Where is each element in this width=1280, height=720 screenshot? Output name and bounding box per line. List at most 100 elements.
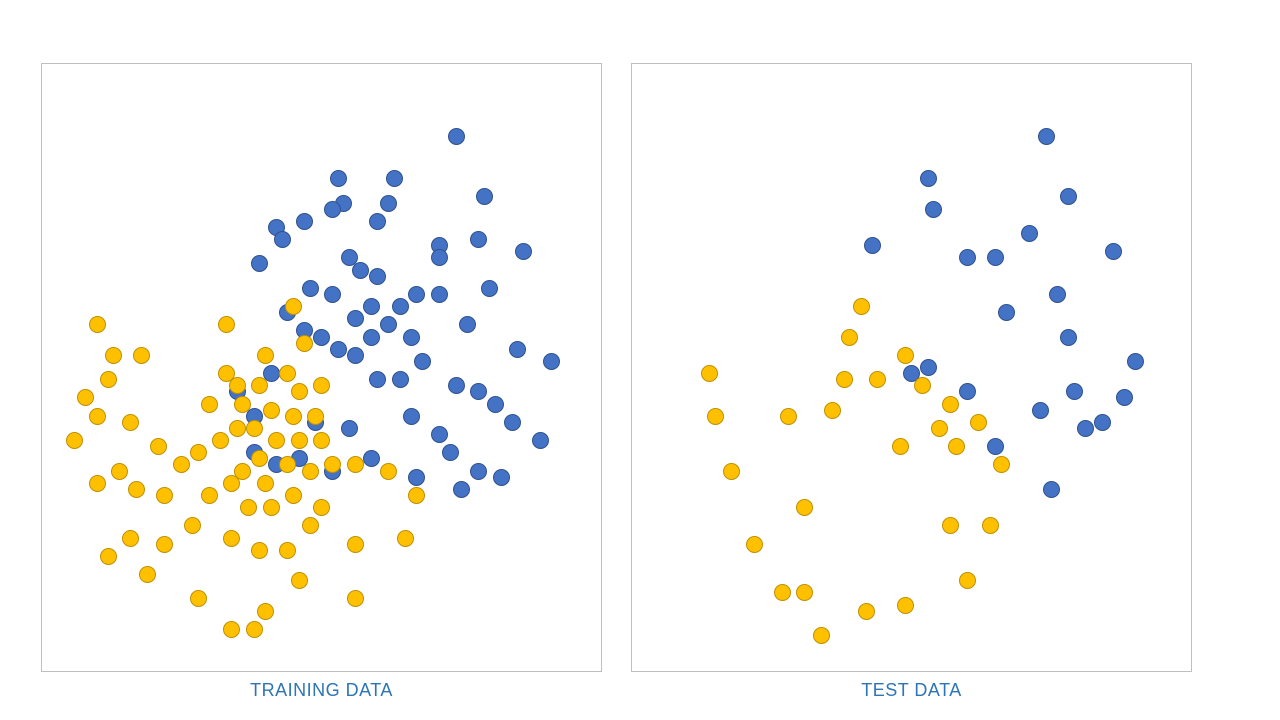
data-point-yellow xyxy=(246,420,263,437)
data-point-yellow xyxy=(223,475,240,492)
data-point-yellow xyxy=(291,432,308,449)
data-point-blue xyxy=(363,329,380,346)
data-point-yellow xyxy=(263,499,280,516)
data-point-yellow xyxy=(302,517,319,534)
data-point-yellow xyxy=(824,402,841,419)
data-point-yellow xyxy=(279,542,296,559)
data-point-blue xyxy=(1043,481,1060,498)
data-point-blue xyxy=(1021,225,1038,242)
data-point-blue xyxy=(369,213,386,230)
data-point-blue xyxy=(453,481,470,498)
data-point-blue xyxy=(1094,414,1111,431)
data-point-yellow xyxy=(257,475,274,492)
data-point-yellow xyxy=(285,298,302,315)
data-point-yellow xyxy=(841,329,858,346)
data-point-blue xyxy=(341,420,358,437)
data-point-blue xyxy=(324,201,341,218)
data-point-yellow xyxy=(257,347,274,364)
data-point-blue xyxy=(296,213,313,230)
data-point-blue xyxy=(386,170,403,187)
data-point-yellow xyxy=(100,371,117,388)
data-point-yellow xyxy=(100,548,117,565)
data-point-yellow xyxy=(201,487,218,504)
data-point-yellow xyxy=(970,414,987,431)
data-point-yellow xyxy=(240,499,257,516)
data-point-blue xyxy=(347,310,364,327)
data-point-yellow xyxy=(780,408,797,425)
data-point-yellow xyxy=(190,444,207,461)
data-point-blue xyxy=(493,469,510,486)
data-point-yellow xyxy=(139,566,156,583)
data-point-blue xyxy=(1049,286,1066,303)
data-point-blue xyxy=(392,298,409,315)
data-point-yellow xyxy=(111,463,128,480)
data-point-yellow xyxy=(263,402,280,419)
data-point-yellow xyxy=(302,463,319,480)
panel-label-training: TRAINING DATA xyxy=(41,680,602,701)
data-point-blue xyxy=(408,469,425,486)
data-point-yellow xyxy=(285,408,302,425)
data-point-blue xyxy=(1038,128,1055,145)
data-point-yellow xyxy=(251,542,268,559)
data-point-blue xyxy=(532,432,549,449)
data-point-blue xyxy=(330,170,347,187)
data-point-yellow xyxy=(156,487,173,504)
data-point-blue xyxy=(380,195,397,212)
data-point-blue xyxy=(920,359,937,376)
data-point-blue xyxy=(414,353,431,370)
data-point-yellow xyxy=(707,408,724,425)
data-point-blue xyxy=(504,414,521,431)
data-point-yellow xyxy=(723,463,740,480)
data-point-blue xyxy=(347,347,364,364)
data-point-blue xyxy=(1077,420,1094,437)
data-point-blue xyxy=(864,237,881,254)
data-point-blue xyxy=(543,353,560,370)
data-point-blue xyxy=(403,408,420,425)
data-point-yellow xyxy=(257,603,274,620)
data-point-yellow xyxy=(897,597,914,614)
data-point-blue xyxy=(330,341,347,358)
data-point-yellow xyxy=(942,396,959,413)
data-point-blue xyxy=(431,426,448,443)
data-point-yellow xyxy=(397,530,414,547)
data-point-yellow xyxy=(347,456,364,473)
data-point-yellow xyxy=(122,530,139,547)
data-point-yellow xyxy=(892,438,909,455)
data-point-blue xyxy=(448,128,465,145)
data-point-yellow xyxy=(122,414,139,431)
data-point-yellow xyxy=(296,335,313,352)
data-point-yellow xyxy=(212,432,229,449)
data-point-blue xyxy=(392,371,409,388)
data-point-yellow xyxy=(229,377,246,394)
data-point-yellow xyxy=(89,408,106,425)
data-point-blue xyxy=(481,280,498,297)
panel-training xyxy=(41,63,602,672)
data-point-yellow xyxy=(931,420,948,437)
data-point-yellow xyxy=(701,365,718,382)
data-point-blue xyxy=(509,341,526,358)
data-point-yellow xyxy=(347,590,364,607)
data-point-yellow xyxy=(858,603,875,620)
data-point-yellow xyxy=(313,499,330,516)
data-point-blue xyxy=(302,280,319,297)
data-point-yellow xyxy=(223,621,240,638)
data-point-yellow xyxy=(218,316,235,333)
data-point-yellow xyxy=(190,590,207,607)
data-point-yellow xyxy=(347,536,364,553)
data-point-yellow xyxy=(89,475,106,492)
data-point-yellow xyxy=(285,487,302,504)
data-point-blue xyxy=(352,262,369,279)
data-point-yellow xyxy=(156,536,173,553)
data-point-blue xyxy=(925,201,942,218)
data-point-blue xyxy=(369,268,386,285)
data-point-yellow xyxy=(982,517,999,534)
data-point-blue xyxy=(403,329,420,346)
data-point-blue xyxy=(448,377,465,394)
data-point-blue xyxy=(313,329,330,346)
data-point-yellow xyxy=(746,536,763,553)
data-point-yellow xyxy=(201,396,218,413)
data-point-yellow xyxy=(128,481,145,498)
data-point-yellow xyxy=(89,316,106,333)
data-point-blue xyxy=(920,170,937,187)
data-point-blue xyxy=(274,231,291,248)
